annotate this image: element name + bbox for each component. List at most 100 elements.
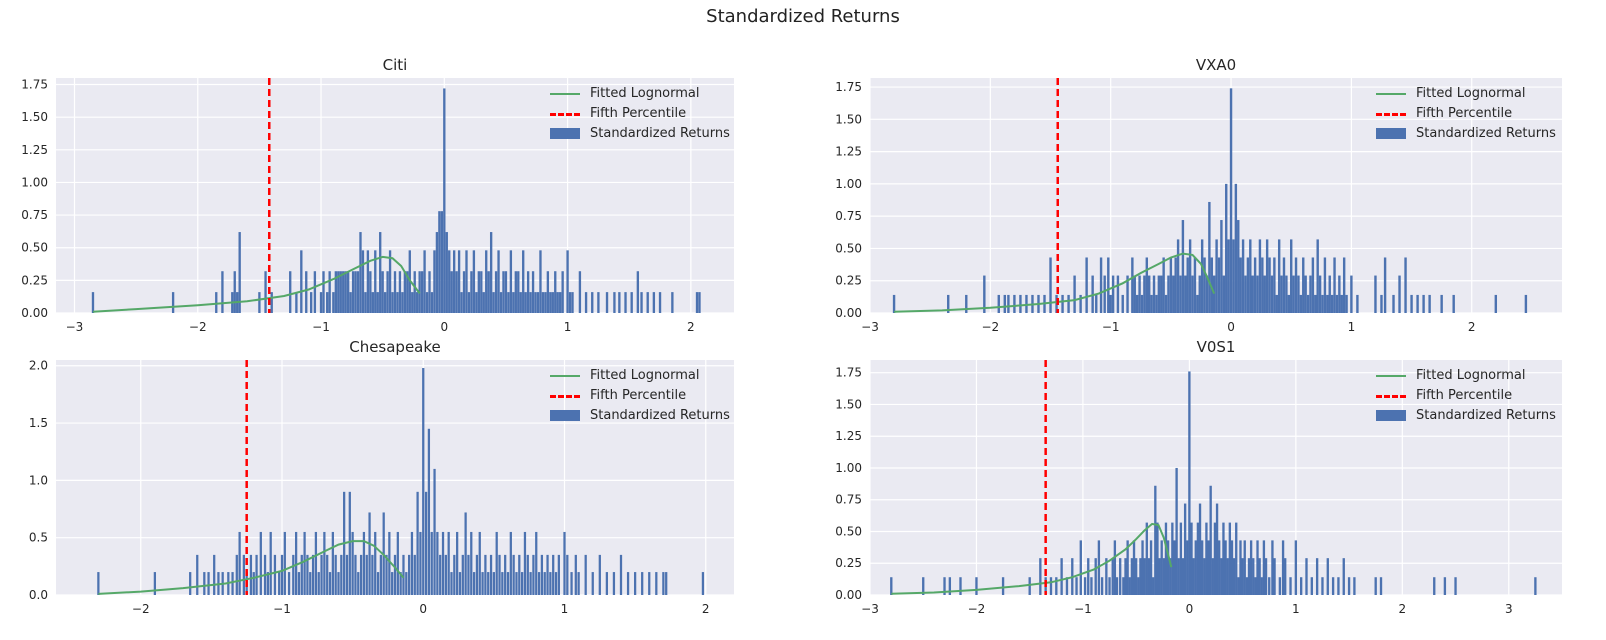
histogram-bar — [374, 531, 377, 595]
histogram-bar — [1073, 275, 1076, 313]
histogram-bar — [422, 368, 425, 595]
histogram-bar — [1061, 294, 1064, 313]
histogram-bar — [1452, 294, 1455, 313]
subplot-citi: Citi −3 −2 −1 0 1 2 0.00 0.25 0.50 0.75 1.00 1.25 1.5… — [21, 56, 734, 334]
histogram-bar — [1181, 558, 1185, 595]
histogram-bar — [526, 554, 529, 595]
legend-item-hist: Standardized Returns — [550, 406, 730, 426]
histogram-bar — [1134, 558, 1138, 595]
histogram-bar — [1215, 503, 1219, 595]
histogram-bar — [1121, 294, 1124, 313]
histogram-bar — [383, 292, 387, 313]
histogram-bar — [464, 512, 467, 595]
histogram-bar — [1318, 275, 1322, 313]
histogram-bar — [310, 292, 313, 313]
histogram-bar — [1207, 540, 1210, 595]
histogram-bar — [396, 531, 399, 595]
y-tick-label: 0.25 — [835, 274, 862, 288]
histogram-bar — [478, 531, 481, 595]
legend-item-percentile: Fifth Percentile — [550, 104, 730, 124]
histogram-bar — [1232, 558, 1236, 595]
histogram-bar — [1416, 294, 1419, 313]
histogram-bar — [1273, 558, 1276, 595]
histogram-bar — [1239, 540, 1242, 595]
histogram-bar — [424, 491, 428, 595]
histogram-bar — [1213, 522, 1217, 595]
histogram-bar — [1085, 257, 1088, 313]
histogram-bar — [311, 554, 315, 595]
histogram-bar — [551, 292, 554, 313]
histogram-bar — [280, 554, 284, 595]
histogram-bar — [1137, 577, 1140, 595]
histogram-bar — [1139, 558, 1142, 595]
histogram-bar — [1392, 294, 1395, 313]
histogram-bar — [1410, 294, 1413, 313]
histogram-bar — [1160, 275, 1163, 313]
legend-label-hist: Standardized Returns — [1416, 408, 1556, 423]
histogram-bar — [334, 271, 338, 313]
histogram-bar — [499, 292, 503, 313]
fitted-line-swatch — [1376, 93, 1406, 95]
histogram-bar — [403, 271, 407, 313]
histogram-bar — [171, 292, 175, 313]
histogram-bar — [300, 250, 303, 313]
histogram-bar — [1246, 257, 1250, 313]
histogram-bar — [665, 572, 668, 595]
histogram-bar — [460, 292, 463, 313]
histogram-bar — [502, 271, 505, 313]
histogram-bar — [349, 292, 352, 313]
histogram-bar — [1103, 275, 1106, 313]
legend-label-fitted: Fitted Lognormal — [1416, 368, 1526, 383]
histogram-bar — [443, 88, 446, 313]
histogram-bar — [584, 554, 587, 595]
histogram-bar — [1226, 558, 1229, 595]
histogram-bar — [455, 271, 458, 313]
histogram-bar — [303, 531, 306, 595]
histogram-bar — [1119, 558, 1122, 595]
histogram-bar — [498, 554, 501, 595]
histogram-bar — [504, 554, 507, 595]
histogram-bar — [1210, 257, 1213, 313]
histogram-bar — [1265, 239, 1269, 313]
histogram-bar — [351, 271, 355, 313]
y-tick-label: 1.25 — [835, 145, 862, 159]
histogram-bar — [457, 250, 461, 313]
histogram-bar — [1200, 239, 1204, 313]
histogram-bar — [1235, 522, 1238, 595]
histogram-bar — [487, 572, 490, 595]
histogram-bar — [1290, 239, 1293, 313]
histogram-bar — [332, 292, 335, 313]
histogram-bar — [671, 292, 674, 313]
histogram-bar — [1287, 294, 1291, 313]
histogram-bar — [1095, 294, 1098, 313]
histogram-bar — [396, 292, 399, 313]
histogram-bar — [1148, 275, 1151, 313]
histogram-bar — [97, 572, 100, 595]
histogram-bar — [242, 554, 245, 595]
histogram-bar — [334, 554, 337, 595]
histogram-bar — [1316, 239, 1319, 313]
histogram-bar — [458, 572, 462, 595]
histogram-bar — [425, 292, 429, 313]
x-tick-label: −3 — [861, 320, 879, 334]
histogram-bar — [1177, 558, 1180, 595]
histogram-bar — [189, 572, 192, 595]
histogram-bar — [1433, 577, 1436, 595]
y-tick-label: 0.50 — [21, 241, 48, 255]
y-tick-label: 1.75 — [21, 78, 48, 92]
histogram-bar — [388, 250, 392, 313]
histogram-bar — [1253, 257, 1257, 313]
x-tick-label: −2 — [189, 320, 207, 334]
histogram-bar — [1494, 294, 1498, 313]
histogram-bar — [1289, 577, 1292, 595]
histogram-bar — [1251, 275, 1254, 313]
histogram-bar — [566, 554, 569, 595]
histogram-bar — [1055, 577, 1058, 595]
percentile-line-swatch — [550, 113, 580, 116]
histogram-bar — [494, 271, 498, 313]
histogram-bar — [1128, 577, 1131, 595]
histogram-bar — [416, 292, 419, 313]
histogram-bar — [544, 292, 547, 313]
histogram-bar — [922, 577, 925, 595]
histogram-bar — [1280, 275, 1283, 313]
